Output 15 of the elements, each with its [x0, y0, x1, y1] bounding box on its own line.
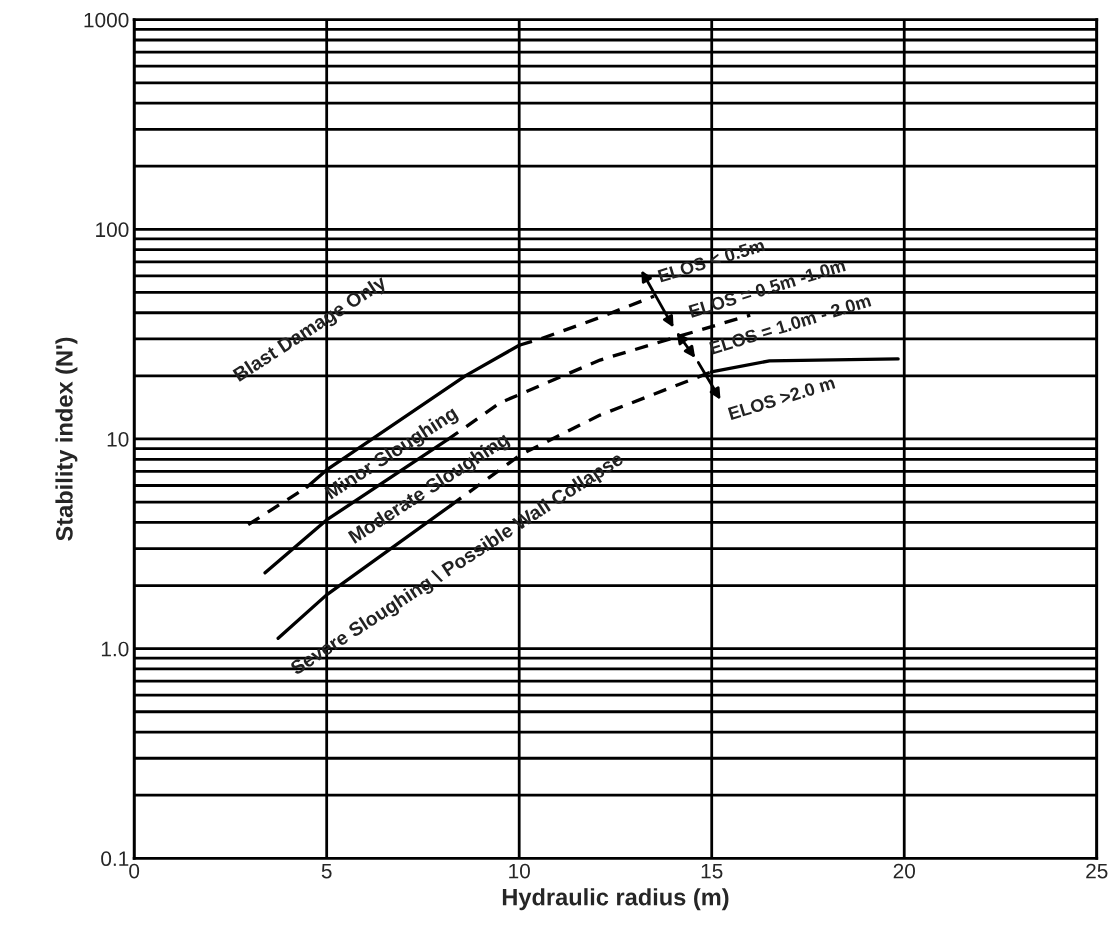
annotation: ELOS < 0.5m — [657, 238, 766, 283]
y-tick-label: 0.1 — [101, 851, 129, 867]
x-axis-title: Hydraulic radius (m) — [502, 888, 729, 911]
y-tick-label: 1000 — [84, 12, 129, 28]
x-tick-label: 5 — [321, 863, 332, 879]
annotation: ELOS >2.0 m — [727, 376, 836, 421]
y-tick-label: 10 — [107, 431, 129, 447]
y-tick-label: 100 — [96, 222, 129, 238]
x-tick-label: 0 — [129, 863, 140, 879]
x-tick-label: 15 — [701, 863, 723, 879]
x-tick-label: 10 — [509, 863, 530, 879]
x-tick-label: 20 — [893, 863, 916, 879]
y-axis-title: Stability index (N') — [55, 337, 78, 541]
x-tick-label: 25 — [1086, 863, 1108, 879]
y-tick-label: 1.0 — [101, 641, 129, 657]
